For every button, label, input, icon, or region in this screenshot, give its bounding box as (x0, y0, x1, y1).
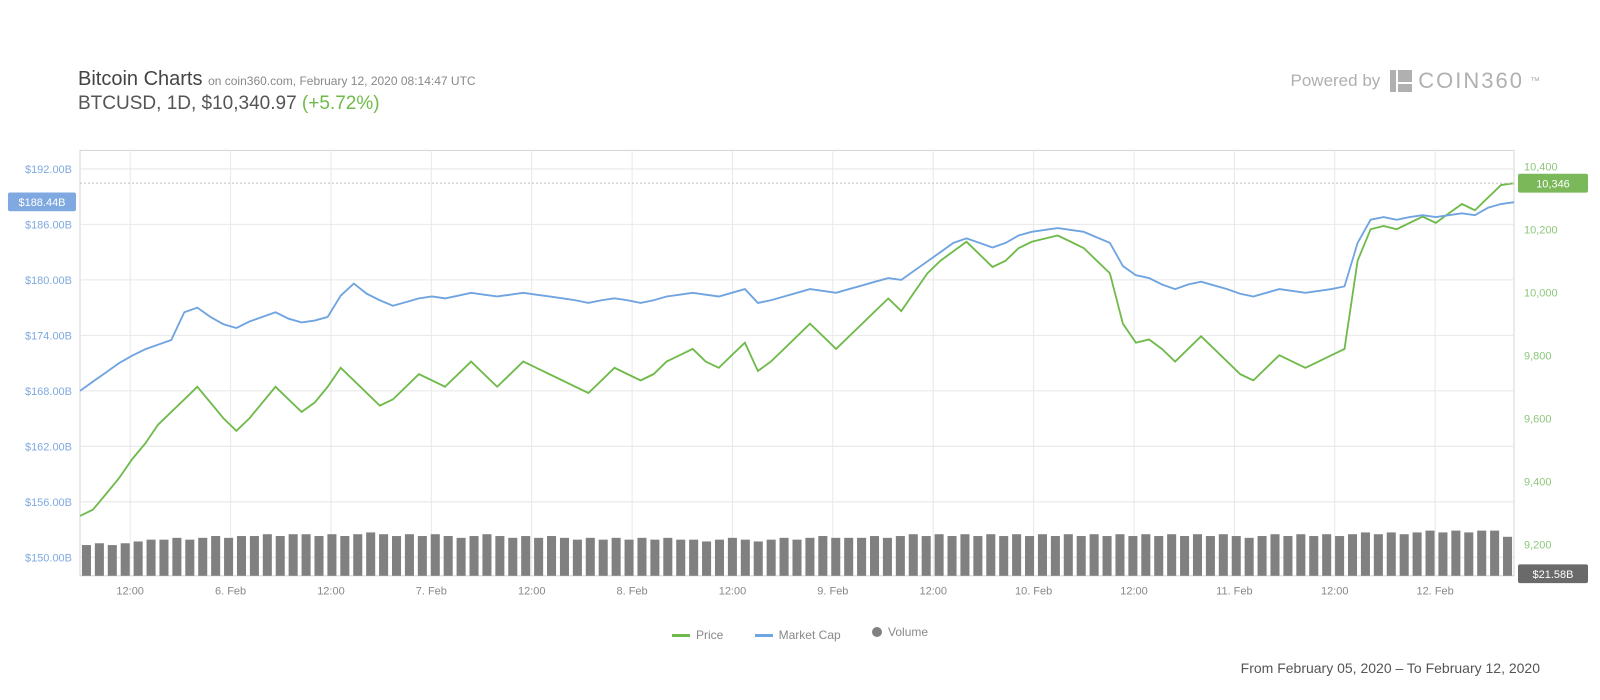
brand-tm: ™ (1530, 76, 1540, 87)
svg-text:$150.00B: $150.00B (25, 552, 72, 564)
brand-text: COIN360 (1418, 68, 1524, 94)
svg-text:10,200: 10,200 (1524, 224, 1558, 236)
title-block: Bitcoin Charts on coin360.com, February … (78, 68, 476, 115)
price-chart[interactable]: $150.00B $156.00B $162.00B $168.00B $174.00B… (8, 140, 1592, 630)
svg-text:$21.58B: $21.58B (1533, 569, 1574, 581)
legend-mcap: Market Cap (755, 628, 841, 642)
svg-text:10,346: 10,346 (1536, 178, 1570, 190)
svg-text:12:00: 12:00 (518, 585, 545, 597)
svg-text:$188.44B: $188.44B (18, 197, 65, 209)
svg-text:9,200: 9,200 (1524, 539, 1551, 551)
svg-text:12:00: 12:00 (317, 585, 344, 597)
svg-text:10. Feb: 10. Feb (1015, 585, 1052, 597)
legend-price-swatch (672, 634, 690, 637)
svg-text:12:00: 12:00 (1120, 585, 1147, 597)
title-source: on coin360.com, February 12, 2020 08:14:… (208, 74, 476, 88)
brand-logo: COIN360 ™ (1390, 68, 1540, 94)
svg-text:$174.00B: $174.00B (25, 330, 72, 342)
svg-text:12:00: 12:00 (1321, 585, 1348, 597)
svg-text:9. Feb: 9. Feb (817, 585, 848, 597)
chart-container: $150.00B $156.00B $162.00B $168.00B $174.00B… (8, 140, 1592, 630)
title-text: Bitcoin Charts (78, 68, 203, 90)
coin360-icon (1390, 70, 1412, 92)
pct-change: (+5.72%) (302, 93, 380, 114)
legend: Price Market Cap Volume (0, 625, 1600, 643)
powered-label: Powered by (1291, 71, 1381, 91)
legend-mcap-swatch (755, 634, 773, 637)
svg-text:$186.00B: $186.00B (25, 219, 72, 231)
header: Bitcoin Charts on coin360.com, February … (78, 68, 1540, 115)
date-range: From February 05, 2020 – To February 12,… (1241, 660, 1540, 676)
svg-text:$162.00B: $162.00B (25, 441, 72, 453)
svg-text:12:00: 12:00 (919, 585, 946, 597)
svg-text:12. Feb: 12. Feb (1417, 585, 1454, 597)
svg-text:10,000: 10,000 (1524, 287, 1558, 299)
svg-text:$168.00B: $168.00B (25, 386, 72, 398)
svg-text:7. Feb: 7. Feb (416, 585, 447, 597)
legend-volume-swatch (872, 627, 882, 637)
current-price: $10,340.97 (202, 93, 297, 114)
svg-text:11. Feb: 11. Feb (1216, 585, 1252, 597)
pair: BTCUSD (78, 93, 156, 114)
svg-text:9,600: 9,600 (1524, 413, 1551, 425)
svg-text:9,800: 9,800 (1524, 350, 1551, 362)
svg-text:10,400: 10,400 (1524, 161, 1558, 173)
svg-text:12:00: 12:00 (719, 585, 746, 597)
svg-text:9,400: 9,400 (1524, 476, 1551, 488)
svg-text:8. Feb: 8. Feb (617, 585, 648, 597)
svg-text:$180.00B: $180.00B (25, 275, 72, 287)
svg-text:$156.00B: $156.00B (25, 497, 72, 509)
svg-text:12:00: 12:00 (116, 585, 143, 597)
legend-volume: Volume (872, 625, 928, 639)
legend-price: Price (672, 628, 723, 642)
chart-title: Bitcoin Charts on coin360.com, February … (78, 68, 476, 91)
svg-text:6. Feb: 6. Feb (215, 585, 246, 597)
powered-by: Powered by COIN360 ™ (1291, 68, 1541, 94)
chart-subtitle: BTCUSD, 1D, $10,340.97 (+5.72%) (78, 93, 476, 115)
interval: 1D (167, 93, 191, 114)
svg-text:$192.00B: $192.00B (25, 164, 72, 176)
